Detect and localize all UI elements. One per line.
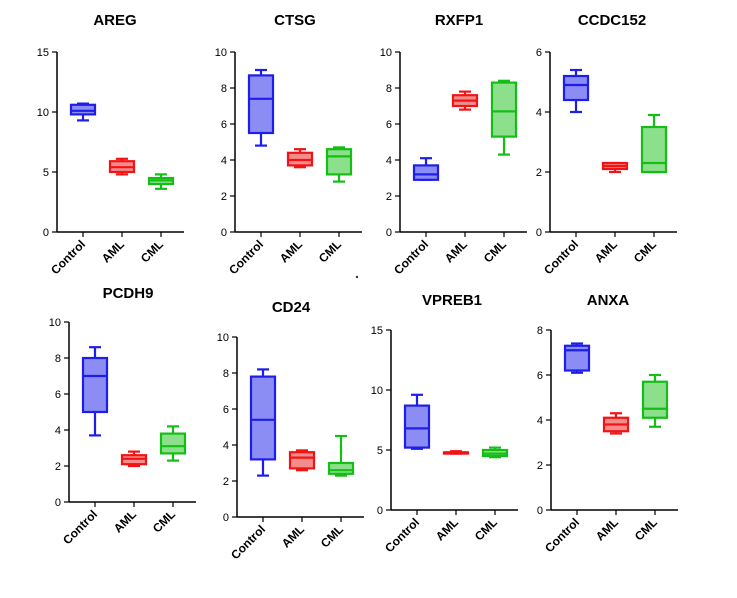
- y-tick-label: 10: [217, 332, 229, 344]
- y-tick-label: 4: [55, 425, 61, 437]
- x-tick-label-cml: CML: [316, 237, 344, 265]
- y-tick-label: 0: [537, 505, 543, 517]
- x-tick-label-control: Control: [391, 237, 431, 277]
- panel-title: CTSG: [274, 12, 316, 29]
- panel-ccdc152: CCDC152 0 2 4 6 Control AML CML: [536, 12, 677, 277]
- x-tick-label-aml: AML: [279, 522, 307, 550]
- panel-title: PCDH9: [103, 285, 154, 302]
- y-tick-label: 10: [49, 317, 61, 329]
- x-tick-label-cml: CML: [318, 522, 346, 550]
- y-tick-label: 5: [377, 445, 383, 457]
- y-tick-label: 8: [221, 83, 227, 95]
- y-tick-label: 5: [43, 167, 49, 179]
- box-cml: [325, 148, 353, 176]
- x-tick-label-aml: AML: [111, 507, 139, 535]
- y-tick-label: 10: [215, 47, 227, 59]
- y-tick-label: 6: [537, 370, 543, 382]
- box-control: [247, 74, 275, 135]
- panel-title: CCDC152: [578, 12, 646, 29]
- y-tick-label: 8: [537, 325, 543, 337]
- x-tick-label-cml: CML: [150, 507, 178, 535]
- x-tick-label-control: Control: [48, 237, 88, 277]
- panel-title: RXFP1: [435, 12, 483, 29]
- panel-title: VPREB1: [422, 292, 482, 309]
- panel-vpreb1: VPREB1 0 5 10 15 Control AML CML: [371, 292, 518, 555]
- x-tick-label-control: Control: [60, 507, 100, 547]
- box-cml: [327, 461, 355, 475]
- y-tick-label: 2: [537, 460, 543, 472]
- x-tick-label-control: Control: [382, 515, 422, 555]
- y-tick-label: 10: [37, 107, 49, 119]
- x-tick-label-cml: CML: [631, 237, 659, 265]
- box-control: [403, 404, 431, 449]
- y-tick-label: 0: [223, 512, 229, 524]
- x-tick-label-cml: CML: [138, 237, 166, 265]
- y-tick-label: 4: [221, 155, 227, 167]
- y-tick-label: 8: [386, 83, 392, 95]
- y-tick-label: 6: [55, 389, 61, 401]
- x-tick-label-cml: CML: [632, 515, 660, 543]
- y-tick-label: 4: [223, 440, 229, 452]
- y-tick-label: 10: [380, 47, 392, 59]
- y-tick-label: 2: [386, 191, 392, 203]
- x-tick-label-aml: AML: [593, 515, 621, 543]
- panel-title: ANXA: [587, 292, 630, 309]
- x-tick-label-aml: AML: [433, 515, 461, 543]
- stray-dot: [355, 275, 359, 279]
- panel-title: CD24: [272, 299, 311, 316]
- y-tick-label: 2: [536, 167, 542, 179]
- y-tick-label: 6: [223, 404, 229, 416]
- x-tick-label-control: Control: [228, 522, 268, 562]
- y-tick-label: 6: [386, 119, 392, 131]
- y-tick-label: 0: [221, 227, 227, 239]
- y-tick-label: 0: [536, 227, 542, 239]
- y-tick-label: 8: [55, 353, 61, 365]
- y-tick-label: 2: [223, 476, 229, 488]
- panel-ctsg: CTSG 0 2 4 6 8 10 Control AML CML: [215, 12, 362, 277]
- y-tick-label: 15: [371, 325, 383, 337]
- x-tick-label-control: Control: [541, 237, 581, 277]
- box-cml: [640, 125, 668, 174]
- y-tick-label: 8: [223, 368, 229, 380]
- panel-areg: AREG 0 5 10 15 Control AML CML: [37, 12, 184, 277]
- panel-rxfp1: RXFP1 0 2 4 6 8 10 Control AML CML: [380, 12, 527, 277]
- y-tick-label: 2: [55, 461, 61, 473]
- box-control: [249, 375, 277, 461]
- y-tick-label: 4: [536, 107, 542, 119]
- y-tick-label: 6: [221, 119, 227, 131]
- y-tick-label: 4: [537, 415, 543, 427]
- y-tick-label: 0: [386, 227, 392, 239]
- x-tick-label-aml: AML: [592, 237, 620, 265]
- panel-pcdh9: PCDH9 0 2 4 6 8 10 Control AML CML: [49, 285, 196, 547]
- x-tick-label-cml: CML: [472, 515, 500, 543]
- box-control: [69, 103, 97, 116]
- box-aml: [288, 451, 316, 470]
- x-tick-label-aml: AML: [277, 237, 305, 265]
- box-cml: [490, 81, 518, 138]
- x-tick-label-aml: AML: [99, 237, 127, 265]
- box-control: [412, 164, 440, 181]
- box-cml: [159, 432, 187, 455]
- y-tick-label: 2: [221, 191, 227, 203]
- box-cml: [641, 380, 669, 419]
- y-tick-label: 0: [43, 227, 49, 239]
- panel-cd24: CD24 0 2 4 6 8 10 Control AML CML: [217, 299, 364, 562]
- y-tick-label: 10: [371, 385, 383, 397]
- y-tick-label: 0: [377, 505, 383, 517]
- x-tick-label-aml: AML: [442, 237, 470, 265]
- x-tick-label-control: Control: [542, 515, 582, 555]
- y-tick-label: 6: [536, 47, 542, 59]
- y-tick-label: 0: [55, 497, 61, 509]
- y-tick-label: 4: [386, 155, 392, 167]
- box-control: [81, 356, 109, 414]
- x-tick-label-cml: CML: [481, 237, 509, 265]
- panel-anxa: ANXA 0 2 4 6 8 Control AML CML: [537, 292, 678, 555]
- box-control: [562, 74, 590, 102]
- panel-title: AREG: [93, 12, 136, 29]
- y-tick-label: 15: [37, 47, 49, 59]
- x-tick-label-control: Control: [226, 237, 266, 277]
